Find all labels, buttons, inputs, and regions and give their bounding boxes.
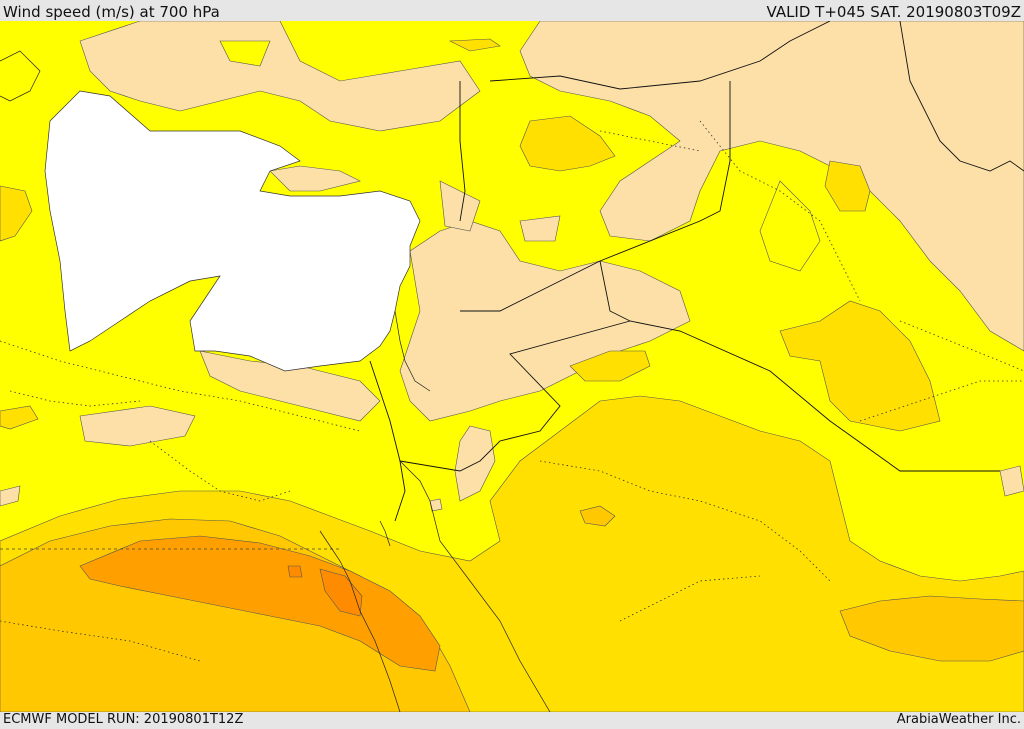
regional-boundaries (0, 120, 1024, 662)
coastlines (0, 50, 551, 712)
wind-speed-map-svg (0, 21, 1024, 712)
model-run-label: ECMWF MODEL RUN: 20190801T12Z (3, 712, 244, 727)
peak-wind-areas (287, 565, 363, 617)
high-wind-areas (79, 535, 441, 672)
valid-time: VALID T+045 SAT. 20190803T09Z (766, 3, 1021, 21)
header-bar: Wind speed (m/s) at 700 hPa VALID T+045 … (0, 0, 1024, 21)
footer-bar: ECMWF MODEL RUN: 20190801T12Z ArabiaWeat… (0, 712, 1024, 729)
country-borders (369, 21, 1024, 522)
weather-map (0, 21, 1024, 712)
map-title: Wind speed (m/s) at 700 hPa (3, 3, 220, 21)
no-data-area (44, 90, 421, 372)
credit-label: ArabiaWeather Inc. (896, 712, 1021, 727)
